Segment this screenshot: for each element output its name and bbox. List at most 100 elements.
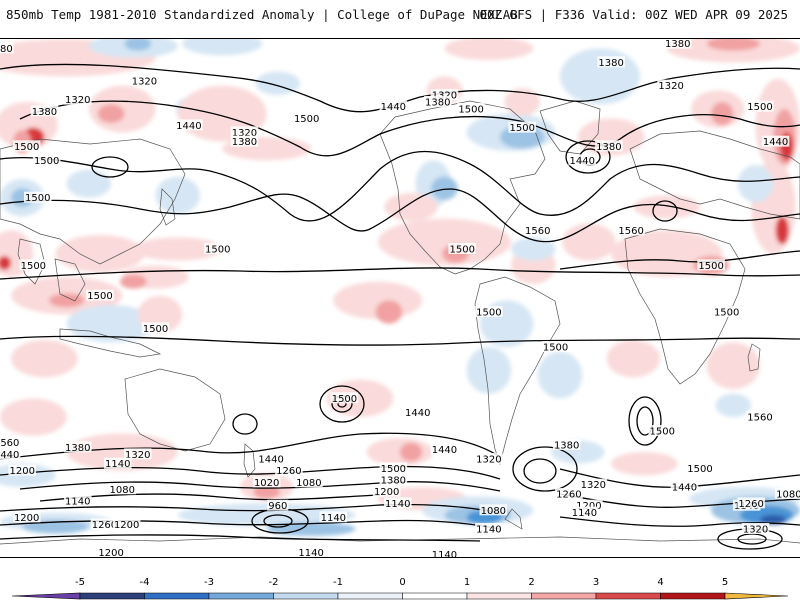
contour-label: 1500 bbox=[34, 156, 59, 167]
anomaly-patch bbox=[48, 293, 85, 308]
colorbar-tick-label: -4 bbox=[140, 577, 150, 588]
contour-label-bg bbox=[141, 322, 170, 334]
anomaly-patch bbox=[326, 379, 394, 418]
contour-label: 1140 bbox=[432, 550, 457, 557]
contour-label-bg bbox=[63, 441, 92, 453]
contour-label-bg bbox=[12, 140, 41, 152]
india-outline bbox=[17, 238, 46, 285]
contour-label-bg bbox=[319, 511, 348, 523]
contour-label-bg bbox=[112, 518, 141, 530]
contour-label: 1260 bbox=[738, 499, 763, 510]
map-title: 850mb Temp 1981-2010 Standardized Anomal… bbox=[6, 7, 518, 22]
contour-label-bg bbox=[523, 224, 552, 236]
contour-label: 1500 bbox=[294, 114, 319, 125]
contour-1500-south bbox=[0, 335, 800, 346]
colorbar-tick-label: 0 bbox=[399, 577, 405, 588]
anomaly-patch bbox=[119, 274, 147, 289]
anomaly-patch bbox=[562, 223, 616, 261]
contour-label-bg bbox=[657, 79, 685, 91]
contour-label: 1380 bbox=[598, 58, 623, 69]
contour-label-bg bbox=[479, 504, 508, 516]
anomaly-patch bbox=[431, 176, 458, 200]
contour-label-bg bbox=[663, 39, 692, 49]
contour-label-bg bbox=[597, 56, 625, 68]
contour-label-bg bbox=[423, 96, 452, 107]
height-contours bbox=[0, 63, 800, 550]
contour-closed-low-north-pacific bbox=[565, 140, 611, 174]
contour-label: 1500 bbox=[698, 261, 723, 272]
contour-1440-southern-band bbox=[0, 465, 501, 480]
contour-label: 1380 bbox=[65, 443, 90, 454]
contour-label: 1440 bbox=[763, 137, 788, 148]
colorbar-bar bbox=[11, 592, 789, 600]
contour-label-bg bbox=[0, 436, 21, 448]
contour-label: 1560 bbox=[0, 438, 19, 449]
contour-label-bg bbox=[257, 453, 285, 464]
colorbar-tick-label: -2 bbox=[269, 577, 279, 588]
contour-1500-north bbox=[0, 188, 800, 243]
colorbar-tick-label: 5 bbox=[722, 577, 728, 588]
contour-label: 960 bbox=[268, 501, 287, 512]
contour-label-bg bbox=[32, 154, 61, 166]
anomaly-patch bbox=[182, 39, 263, 56]
contour-label: 1200 bbox=[576, 501, 601, 512]
anomaly-patch bbox=[66, 305, 156, 343]
contour-closed-low-atlantic bbox=[628, 396, 662, 446]
anomaly-patch bbox=[537, 351, 583, 399]
contour-label: 1320 bbox=[232, 128, 257, 139]
contour-label-bg bbox=[448, 243, 477, 254]
contour-label: 1560 bbox=[747, 413, 772, 424]
colorbar-tick-labels: -5 -4 -3 -2 -1 0 1 2 3 4 5 bbox=[75, 577, 728, 588]
contour-label-bg bbox=[330, 392, 359, 404]
contour-label: 1560 bbox=[618, 226, 643, 237]
anomaly-patch bbox=[366, 438, 434, 466]
colorbar-segment bbox=[273, 592, 339, 600]
north-america-outline bbox=[379, 100, 546, 275]
anomaly-patch bbox=[466, 347, 512, 394]
contour-label-bg bbox=[475, 306, 503, 317]
contour-1380-north bbox=[0, 63, 800, 113]
contour-label-bg bbox=[686, 462, 714, 474]
contour-label-bg bbox=[108, 483, 137, 495]
contour-label: 1320 bbox=[581, 480, 606, 491]
contour-label: 1140 bbox=[476, 525, 501, 536]
contour-label: 1500 bbox=[509, 123, 534, 134]
colorbar-segment bbox=[531, 592, 597, 600]
colorbar-segment bbox=[337, 592, 403, 600]
contour-label-bg bbox=[86, 289, 114, 301]
colorbar-segment bbox=[79, 592, 145, 600]
anomaly-patch bbox=[133, 237, 223, 261]
contour-label-bg bbox=[568, 154, 597, 166]
contour-label: 1320 bbox=[658, 81, 683, 92]
contour-label-bg bbox=[19, 259, 48, 271]
anomaly-patch bbox=[760, 515, 787, 525]
indonesia-outline bbox=[59, 328, 162, 358]
contour-label: 1500 bbox=[543, 343, 568, 354]
contour-label: 1440 bbox=[672, 483, 697, 494]
colorbar-max-arrow bbox=[724, 592, 789, 600]
contour-label: 1380 bbox=[425, 98, 450, 109]
model-run-info: 00Z GFS | F336 Valid: 00Z WED APR 09 202… bbox=[479, 7, 788, 22]
colorbar-legend: -5 -4 -3 -2 -1 0 1 2 3 4 5 bbox=[11, 577, 789, 600]
contour-label-bg bbox=[175, 119, 203, 131]
contour-label: 1140 bbox=[321, 513, 346, 524]
contour-label: 1080 bbox=[776, 490, 800, 501]
greenland-outline bbox=[539, 100, 601, 155]
contour-label-bg bbox=[648, 425, 677, 436]
contour-closed-low-pacific bbox=[319, 385, 365, 423]
contour-label: 1500 bbox=[143, 324, 168, 335]
anomaly-patch bbox=[124, 39, 152, 51]
anomaly-patch bbox=[706, 39, 760, 51]
contour-closed-low-west bbox=[232, 413, 258, 435]
contour-label-bg bbox=[292, 112, 321, 124]
antarctic-peninsula-outline bbox=[504, 508, 523, 530]
contour-label-bg bbox=[0, 448, 21, 460]
contour-label: 1500 bbox=[476, 308, 501, 319]
anomaly-map: 1380 1320 1320 1380 1440 1320 1380 1500 1500 1500… bbox=[0, 38, 800, 558]
colorbar-segment bbox=[595, 592, 661, 600]
contour-label: 1200 bbox=[114, 520, 139, 531]
contour-label: 1500 bbox=[449, 245, 474, 256]
anomaly-patch bbox=[611, 452, 678, 476]
contour-label: 1500 bbox=[649, 427, 674, 438]
contour-label: 1440 bbox=[0, 450, 19, 461]
